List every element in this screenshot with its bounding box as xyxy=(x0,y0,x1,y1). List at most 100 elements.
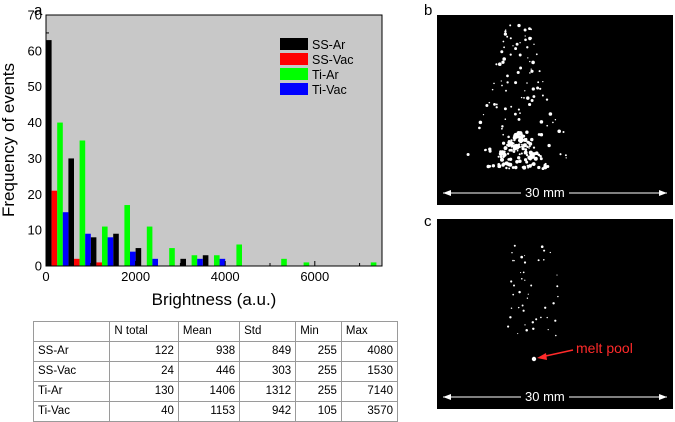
spatter-particle xyxy=(488,149,492,153)
spatter-particle xyxy=(519,131,523,135)
table-cell: 130 xyxy=(109,381,179,402)
spatter-particle xyxy=(522,165,527,170)
spatter-particle xyxy=(516,70,520,75)
spatter-particle xyxy=(518,153,521,156)
spatter-particle xyxy=(506,81,509,84)
spatter-particle xyxy=(501,127,503,130)
spatter-particle xyxy=(521,136,524,139)
table-header-cell: Std xyxy=(239,321,297,342)
spatter-particle xyxy=(524,279,526,281)
spatter-particle xyxy=(501,141,506,145)
y-tick-label: 30 xyxy=(28,151,42,166)
spatter-particle xyxy=(513,132,518,137)
table-cell: 4080 xyxy=(340,341,399,362)
spatter-particle xyxy=(527,57,529,59)
spatter-particle xyxy=(499,155,503,159)
spatter-particle xyxy=(505,89,507,92)
spatter-particle xyxy=(501,84,503,87)
spatter-particle xyxy=(509,53,512,56)
spatter-particle xyxy=(519,66,523,70)
x-tick-label: 6000 xyxy=(300,269,329,284)
spatter-particle xyxy=(529,60,531,63)
bar-ti-vac xyxy=(85,233,91,266)
spatter-particle xyxy=(524,90,526,92)
bar-ss-vac xyxy=(74,258,80,266)
melt-pool-spot xyxy=(531,356,537,362)
spatter-particle xyxy=(517,333,519,335)
spatter-particle xyxy=(514,144,516,146)
spatter-particle xyxy=(523,158,528,162)
spatter-particle xyxy=(535,318,538,321)
spatter-particle xyxy=(495,103,498,106)
spatter-particle xyxy=(501,125,504,128)
spatter-particle xyxy=(519,42,521,44)
spatter-particle xyxy=(521,304,524,307)
spatter-particle xyxy=(522,143,527,148)
spatter-particle xyxy=(564,154,567,157)
spatter-image-argon: 30 mm xyxy=(437,15,673,205)
bar-ti-vac xyxy=(62,212,69,266)
table-cell: 849 xyxy=(239,341,297,362)
spatter-particle xyxy=(501,60,505,64)
spatter-particle xyxy=(511,251,513,254)
spatter-particle xyxy=(503,146,508,150)
spatter-particle xyxy=(531,321,534,324)
spatter-particle xyxy=(503,150,506,154)
y-axis-label: Frequency of events xyxy=(0,63,18,217)
spatter-particle xyxy=(518,159,522,163)
table-cell: 1530 xyxy=(340,361,399,382)
spatter-particle xyxy=(517,135,521,138)
spatter-particle xyxy=(466,152,470,157)
spatter-particle xyxy=(532,95,536,98)
spatter-particle xyxy=(526,164,529,167)
panel-letter-a: a xyxy=(34,2,43,19)
spatter-particle xyxy=(516,149,519,152)
spatter-particle xyxy=(506,162,511,167)
bar-ti-ar xyxy=(236,244,242,266)
spatter-particle xyxy=(547,143,551,148)
spatter-particle xyxy=(509,37,512,40)
table-header-cell xyxy=(32,321,111,342)
spatter-particle xyxy=(495,106,498,109)
bar-ss-ar xyxy=(68,158,74,266)
spatter-particle xyxy=(527,166,530,169)
spatter-particle xyxy=(530,284,533,287)
spatter-particle xyxy=(532,156,535,159)
spatter-particle xyxy=(521,134,524,138)
spatter-particle xyxy=(508,157,513,161)
spatter-particle xyxy=(529,152,534,157)
spatter-particle xyxy=(520,139,524,143)
spatter-particle xyxy=(544,306,547,309)
table-cell: 24 xyxy=(109,361,179,382)
bar-ti-ar xyxy=(79,140,86,266)
spatter-particle xyxy=(488,101,491,104)
spatter-particle xyxy=(515,160,519,164)
spatter-particle xyxy=(502,40,505,43)
y-tick-label: 20 xyxy=(28,187,42,202)
spatter-particle xyxy=(512,284,516,287)
spatter-particle xyxy=(565,157,567,159)
spatter-particle xyxy=(552,121,554,124)
bar-ti-vac xyxy=(152,258,158,266)
spatter-particle xyxy=(503,46,505,49)
spatter-particle xyxy=(491,164,496,168)
spatter-particle xyxy=(546,124,549,127)
x-axis-label: Brightness (a.u.) xyxy=(152,290,277,309)
spatter-particle xyxy=(502,155,505,158)
spatter-particle xyxy=(500,50,504,54)
spatter-particle xyxy=(497,164,502,169)
spatter-particle xyxy=(505,166,508,170)
table-cell: 1406 xyxy=(177,381,241,402)
spatter-particle xyxy=(514,47,518,51)
spatter-particle xyxy=(510,105,513,108)
spatter-particle xyxy=(515,42,519,46)
table-row: SS-Vac 24 446 303 255 1530 xyxy=(32,361,399,382)
spatter-particle xyxy=(519,112,521,114)
spatter-particle xyxy=(523,97,525,99)
spatter-particle xyxy=(513,244,516,247)
y-tick-label: 40 xyxy=(28,115,42,130)
scale-bar-label-b: 30 mm xyxy=(521,185,569,200)
spatter-particle xyxy=(507,325,510,328)
spatter-particle xyxy=(522,139,526,142)
spatter-particle xyxy=(524,150,527,153)
